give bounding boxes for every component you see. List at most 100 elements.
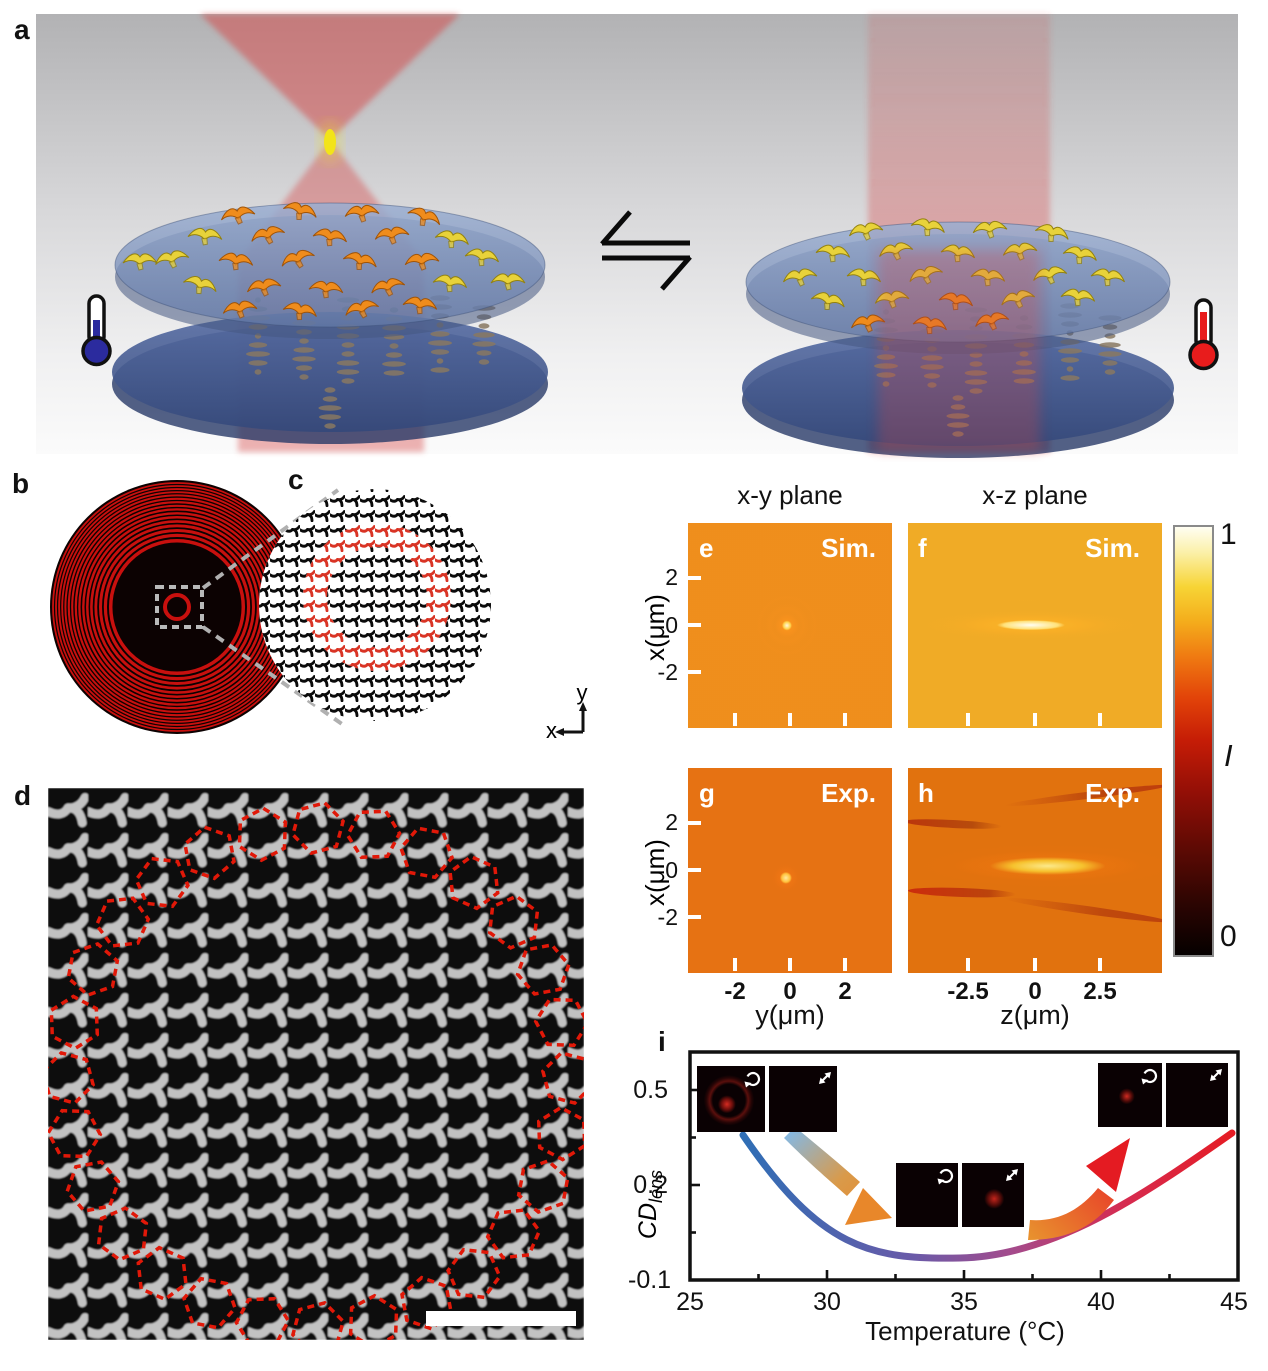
panel-a-illustration [36,14,1238,458]
stray-light-streak [908,817,1003,831]
focal-spot [324,129,336,155]
diagonal-double-arrow-icon [1006,1169,1018,1181]
panel-d-sem-image [48,788,584,1340]
axis-tick [788,713,792,726]
c-axis-y-label: y [576,680,588,705]
diagonal-double-arrow-icon [1210,1069,1222,1081]
colorbar-max: 1 [1220,518,1237,551]
panel-g-tag: Exp. [821,778,876,808]
i-ytick: 0.2 [633,1171,668,1199]
panel-g-intensity-map [688,768,892,973]
inset-image-circular-pol [697,1066,765,1132]
colorbar-label: I [1224,738,1233,773]
highlighted-ring-cells [259,489,491,721]
i-xaxis-label: Temperature (°C) [865,1316,1065,1346]
panel-c-label: c [288,464,304,495]
axis-tick [1033,713,1037,726]
panel-h-tag: Exp. [1085,778,1140,808]
i-ytick: 0.5 [633,1076,668,1104]
e-ytick--2: -2 [657,659,678,685]
inset-image-linear-pol [962,1163,1024,1227]
i-xtick: 30 [813,1288,841,1316]
panel-b-label: b [12,468,30,499]
scene-cold [81,14,548,452]
axis-tick [688,670,701,674]
panel-e-tag: Sim. [821,533,876,563]
panel-h-intensity-map [908,768,1162,973]
diagonal-double-arrow-icon [819,1072,831,1084]
e-row-axis-label: x(μm) [639,594,670,661]
cd-temperature-curve [739,1129,1236,1262]
axis-tick [688,868,701,872]
h-xtick: -2.5 [947,978,989,1005]
focused-laser-cone [200,14,460,140]
panel-i-chart [688,1050,1240,1282]
stray-light-streak [1004,894,1162,926]
intensity-colorbar [1173,525,1214,957]
top-metasurface-disk [114,202,546,328]
panel-h-label: h [918,778,934,808]
heating-arrow [1028,1138,1130,1240]
ccw-circular-arrow-icon [744,1071,761,1088]
i-xtick: 40 [1087,1288,1115,1316]
zoom-region-box [155,585,204,629]
zoom-connector-line [201,488,340,590]
axis-tick [688,576,701,580]
cooling-to-heating-arrow [784,1127,892,1225]
panel-a-label: a [14,14,30,45]
colorbar-min: 0 [1220,920,1237,953]
blue-thermometer-icon [81,294,112,367]
g-ytick-2: 2 [665,809,678,835]
g-xaxis-label: y(μm) [755,1000,825,1030]
axis-tick [733,713,737,726]
inset-image-linear-pol [1166,1063,1228,1127]
axis-tick [843,958,847,971]
red-thermometer-icon [1188,298,1219,371]
h-xtick: 2.5 [1083,978,1117,1005]
panel-d-label: d [14,780,32,811]
h-xtick: 0 [1028,978,1042,1005]
axis-tick [733,958,737,971]
panel-f-tag: Sim. [1085,533,1140,563]
i-xtick: 25 [676,1288,704,1316]
ccw-circular-arrow-icon [937,1168,954,1185]
g-ytick-0: 0 [665,857,678,883]
e-ytick-2: 2 [665,564,678,590]
panel-e-intensity-map [688,523,892,728]
g-row-axis-label: x(μm) [639,839,670,906]
g-xtick: 2 [838,978,852,1005]
axis-tick [688,821,701,825]
i-xtick: 35 [950,1288,978,1316]
axis-tick [688,623,701,627]
column-title-xy: x-y plane [737,480,843,510]
scale-bar [426,1311,576,1326]
zoom-connector-line [201,625,344,726]
xy-axes-icon [555,702,587,736]
i-yaxis-sub: lens [646,1169,667,1203]
i-yaxis-label: CDlens [634,1170,667,1239]
inset-image-linear-pol [769,1066,837,1132]
axis-tick [788,958,792,971]
panel-g-label: g [699,778,715,808]
inset-image-circular-pol [896,1163,958,1227]
axis-tick [966,958,970,971]
panel-e-label: e [699,533,714,563]
axis-tick [1098,958,1102,971]
ccw-circular-arrow-icon [1141,1068,1158,1085]
axis-tick [688,915,701,919]
g-ytick--2: -2 [657,904,678,930]
i-yaxis-main: CD [634,1202,663,1240]
column-title-xz: x-z plane [982,480,1088,510]
metasurface-unit-cells [259,489,491,721]
i-ytick: -0.1 [628,1266,672,1294]
h-xaxis-label: z(μm) [1000,1000,1070,1030]
scene-hot [742,14,1219,458]
panel-f-intensity-map [908,523,1162,728]
axis-tick [1033,958,1037,971]
stray-light-streak [908,886,1017,899]
beam-through-disks [878,250,1040,452]
axis-tick [966,713,970,726]
panel-i-label: i [658,1026,666,1057]
axis-tick [843,713,847,726]
